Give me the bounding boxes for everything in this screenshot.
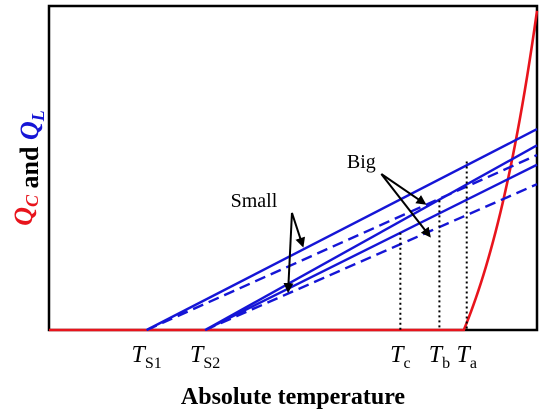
x-tick-label-Ta: Ta: [456, 342, 476, 372]
blue-line-series-1: [146, 128, 538, 332]
dotted-drop-layer: [399, 161, 468, 330]
blue-line-series-2: [146, 153, 538, 332]
x-tick-label-TS1: TS1: [131, 342, 161, 372]
blue-line-series-3: [204, 144, 538, 332]
y-label-part-1: and: [15, 140, 44, 195]
annotation-layer: Small Big: [231, 151, 431, 294]
annotation-big: Big: [347, 151, 376, 173]
y-label-part-2: Q: [15, 121, 44, 140]
annotation-arrow-big-1: [380, 173, 431, 238]
x-tick-label-Tc: Tc: [390, 342, 410, 372]
blue-line-series-4: [204, 163, 538, 332]
y-label-part-0: Q: [9, 207, 38, 226]
annotation-arrow-small-0: [291, 212, 306, 248]
annotation-arrow-small-1: [283, 212, 294, 294]
x-tick-label-Tb: Tb: [429, 342, 450, 372]
x-tick-label-layer: TS1 TS2 Tc Tb Ta: [131, 342, 476, 372]
red-curve-series: [49, 10, 539, 332]
y-axis-label: QC and QL: [9, 110, 48, 226]
annotation-arrow-big-0: [380, 173, 427, 205]
annotation-small: Small: [231, 190, 278, 212]
x-tick-label-TS2: TS2: [190, 342, 220, 372]
blue-line-series-5: [204, 183, 538, 332]
x-axis-label: Absolute temperature: [181, 384, 406, 410]
series-layer: [49, 10, 539, 332]
